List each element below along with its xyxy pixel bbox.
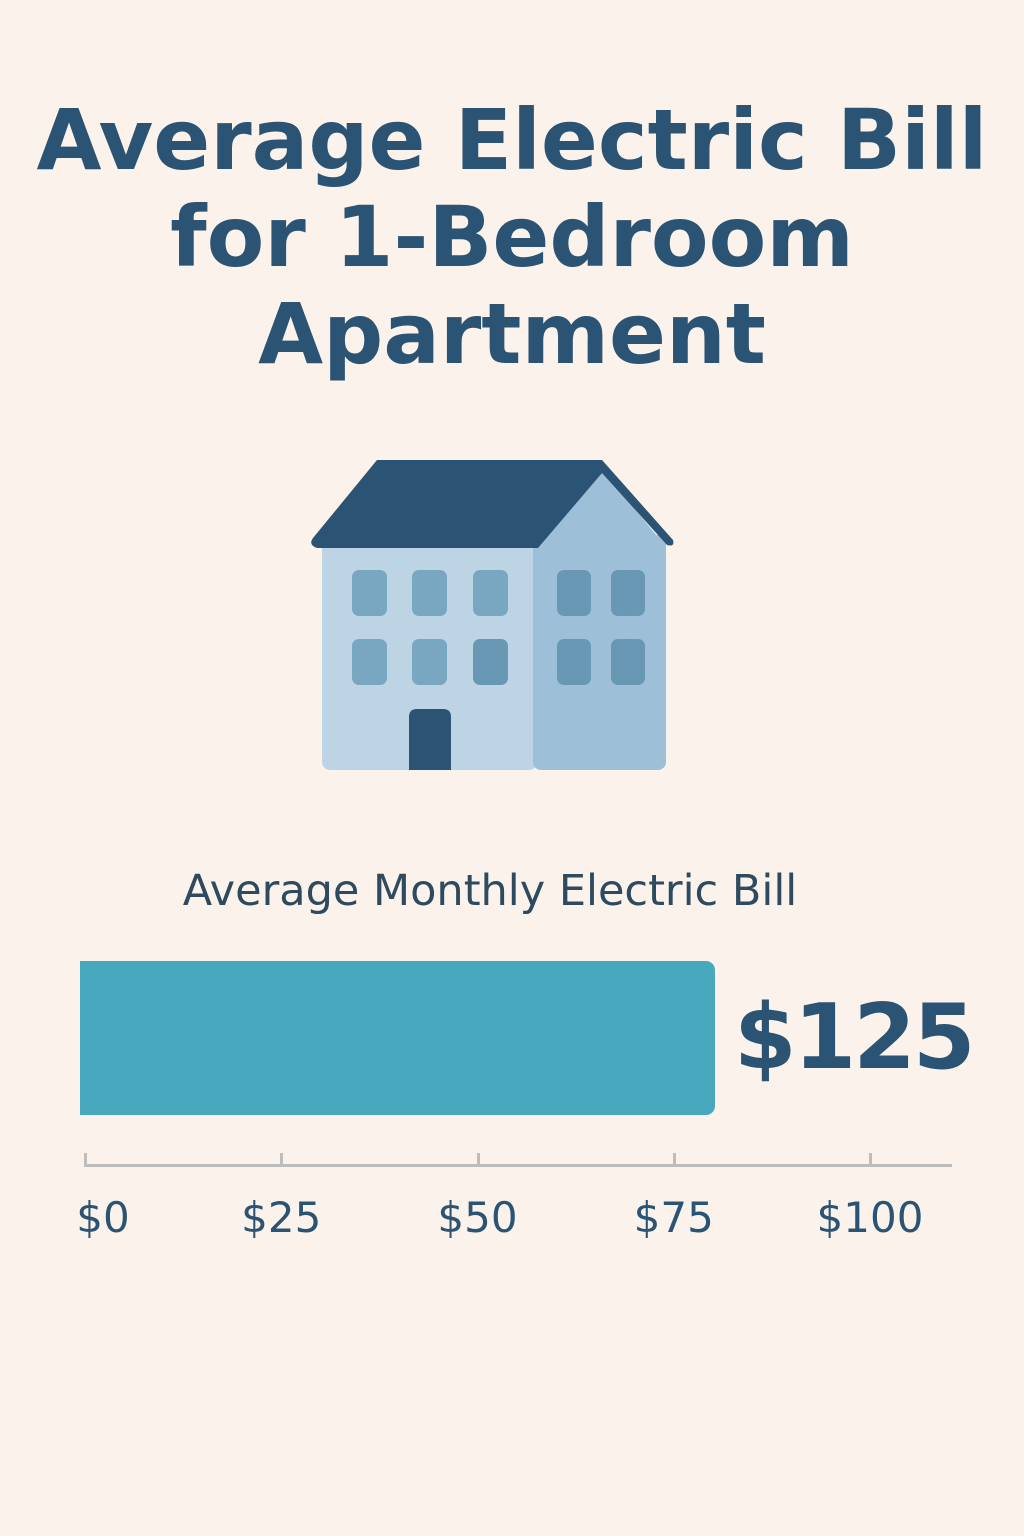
x-tick: [672, 1153, 676, 1166]
title-line-2: for 1-Bedroom: [170, 188, 854, 286]
x-tick: [869, 1153, 872, 1166]
x-axis-line: [84, 1164, 952, 1167]
x-tick: [84, 1153, 87, 1166]
page-title: Average Electric Bill for 1-Bedroom Apar…: [0, 92, 1024, 383]
chart-title: Average Monthly Electric Bill: [182, 866, 798, 916]
x-tick: [280, 1153, 284, 1166]
bar-value-label: $125: [734, 985, 975, 1090]
x-tick-label: $25: [241, 1193, 322, 1242]
x-tick-label: $0: [76, 1193, 130, 1242]
x-tick-label: $75: [633, 1193, 714, 1242]
x-tick-label: $50: [437, 1193, 518, 1242]
title-line-1: Average Electric Bill: [36, 91, 988, 189]
apartment-building-icon: [311, 460, 674, 770]
bar-average-bill: [80, 961, 715, 1115]
x-tick-label: $100: [816, 1193, 924, 1242]
x-tick: [476, 1153, 480, 1166]
title-line-3: Apartment: [258, 285, 766, 383]
